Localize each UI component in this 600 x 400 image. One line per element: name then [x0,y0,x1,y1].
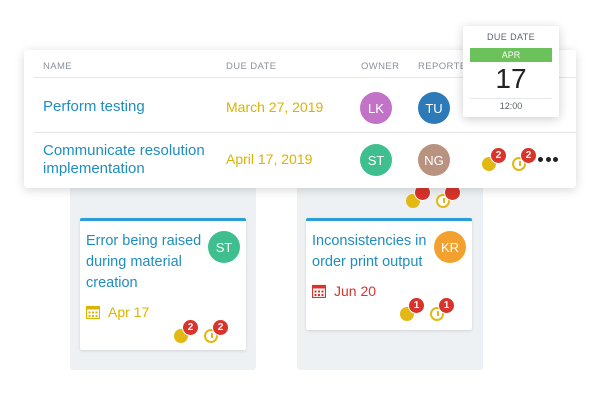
due-date-popup[interactable]: DUE DATE APR 17 12:00 [463,26,559,117]
popup-day: 17 [495,63,527,94]
clock-counter[interactable]: 1 [430,297,460,321]
divider [34,132,576,133]
card-counters: 1 1 [400,297,460,321]
avatar: ST [208,231,240,263]
clock-counter[interactable] [436,184,466,208]
due-date-value[interactable]: March 27, 2019 [226,99,324,115]
card-title: Error being raised during material creat… [86,233,202,291]
card-due-date: Jun 20 [312,283,376,299]
row-counters: 2 2 [482,147,542,171]
column-header-name[interactable]: NAME [43,61,73,72]
thumb-count: 2 [490,147,507,164]
clock-counter[interactable]: 2 [512,147,542,171]
card-counters: 2 2 [174,319,234,343]
divider [470,98,552,99]
popup-label: DUE DATE [486,32,536,42]
reporter-avatar[interactable]: TU [418,92,450,124]
thumb-count: 1 [408,297,425,314]
popup-time: 12:00 [499,101,523,111]
task-card[interactable]: Inconsistencies in order print output KR… [306,218,472,330]
owner-avatar[interactable]: ST [360,144,392,176]
avatar: KR [434,231,466,263]
card-due-date: Apr 17 [86,304,149,320]
peek-counters [406,184,466,208]
more-icon[interactable] [538,154,558,164]
task-name-link[interactable]: Perform testing [43,98,145,115]
column-header-owner[interactable]: OWNER [361,61,400,72]
thumb-counter[interactable] [406,184,436,208]
popup-month: APR [470,48,552,62]
column-header-reporter[interactable]: REPORTEF [418,61,473,72]
clock-count: 2 [212,319,229,336]
owner-avatar[interactable]: LK [360,92,392,124]
thumb-counter[interactable]: 2 [174,319,204,343]
clock-count: 2 [520,147,537,164]
divider [34,77,576,78]
task-card[interactable]: Error being raised during material creat… [80,218,246,350]
thumb-counter[interactable]: 2 [482,147,512,171]
thumb-counter[interactable]: 1 [400,297,430,321]
column-header-due-date[interactable]: DUE DATE [226,61,277,72]
task-name-link[interactable]: Communicate resolution implementation [43,142,205,177]
calendar-icon [312,284,326,298]
clock-count: 1 [438,297,455,314]
calendar-icon [86,305,100,319]
thumb-count: 2 [182,319,199,336]
reporter-avatar[interactable]: NG [418,144,450,176]
due-date-value[interactable]: April 17, 2019 [226,151,313,167]
clock-counter[interactable]: 2 [204,319,234,343]
card-date-text: Apr 17 [108,304,150,320]
task-table: NAME DUE DATE OWNER REPORTEF Perform tes… [24,50,576,188]
card-date-text: Jun 20 [334,283,377,299]
card-title: Inconsistencies in order print output [312,233,427,270]
